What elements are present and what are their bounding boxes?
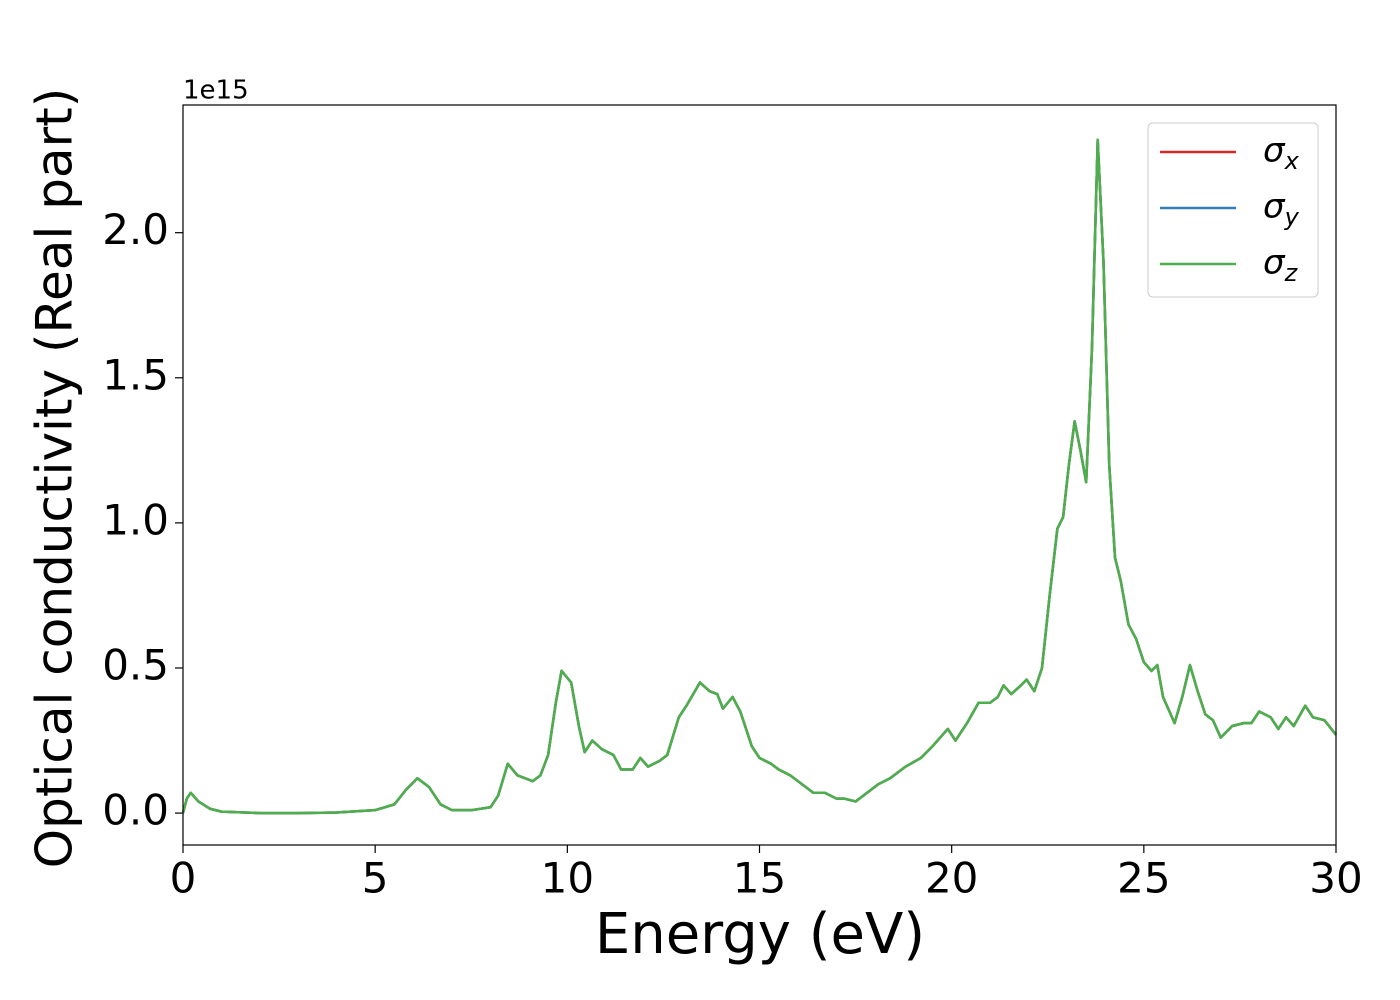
y-tick-label: 1.0 <box>102 495 169 544</box>
y-tick-label: 2.0 <box>102 205 169 254</box>
x-tick-label: 5 <box>362 854 389 903</box>
x-tick-label: 20 <box>925 854 978 903</box>
x-tick-label: 10 <box>541 854 594 903</box>
y-tick-label: 0.5 <box>102 640 169 689</box>
y-axis-label: Optical conductivity (Real part) <box>26 88 84 869</box>
x-axis-label: Energy (eV) <box>595 902 925 967</box>
x-tick-label: 15 <box>733 854 786 903</box>
legend-box <box>1147 122 1319 298</box>
x-tick-label: 30 <box>1309 854 1362 903</box>
legend-label: σx <box>1263 131 1300 176</box>
x-tick-label: 0 <box>170 854 197 903</box>
legend-label: σy <box>1263 187 1300 232</box>
y-tick-label: 1.5 <box>102 350 169 399</box>
y-tick-label: 0.0 <box>102 786 169 835</box>
x-tick-label: 25 <box>1117 854 1170 903</box>
series-line <box>181 138 1337 815</box>
plot-frame <box>182 104 1337 846</box>
y-offset-label: 1e15 <box>183 76 249 106</box>
